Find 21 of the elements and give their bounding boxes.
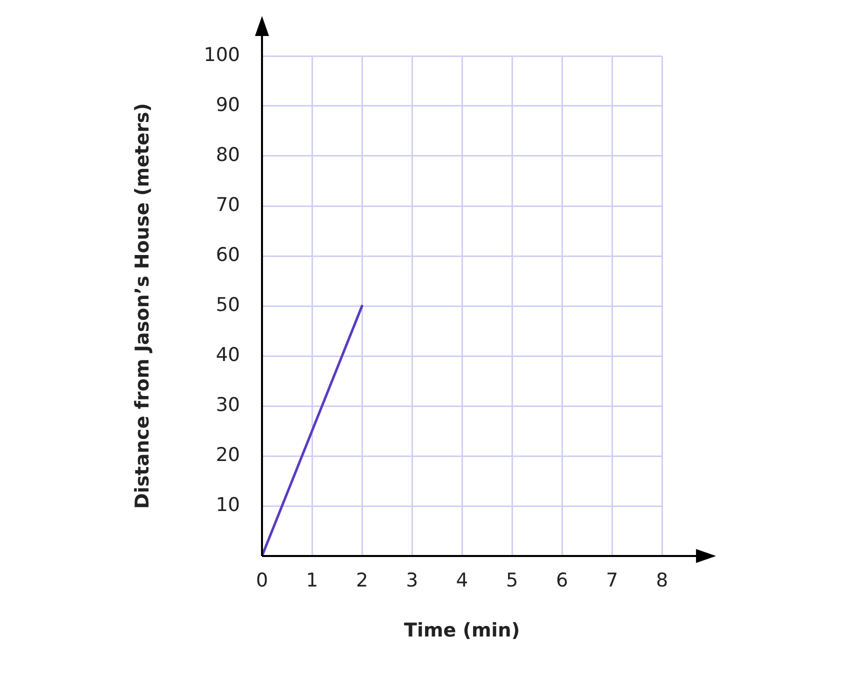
x-tick-label: 0	[256, 569, 268, 592]
x-tick-label: 8	[656, 569, 668, 592]
y-tick-label: 80	[216, 144, 240, 166]
x-tick-label: 7	[606, 569, 618, 592]
y-axis-title: Distance from Jason’s House (meters)	[131, 103, 154, 509]
y-tick-label: 90	[216, 94, 240, 116]
y-tick-label: 40	[216, 344, 240, 366]
y-tick-label: 20	[216, 444, 240, 466]
y-tick-label: 30	[216, 394, 240, 416]
x-tick-label: 5	[506, 569, 518, 592]
x-tick-label: 4	[456, 569, 468, 592]
x-tick-label: 1	[306, 569, 318, 592]
y-tick-label: 70	[216, 194, 240, 216]
x-axis-title: Time (min)	[404, 620, 520, 642]
x-tick-label: 2	[356, 569, 368, 592]
y-tick-label: 10	[216, 494, 240, 516]
x-tick-label: 6	[556, 569, 568, 592]
y-tick-label: 50	[216, 294, 240, 316]
y-tick-label: 100	[204, 44, 240, 66]
x-tick-label: 3	[406, 569, 418, 592]
y-tick-label: 60	[216, 244, 240, 266]
